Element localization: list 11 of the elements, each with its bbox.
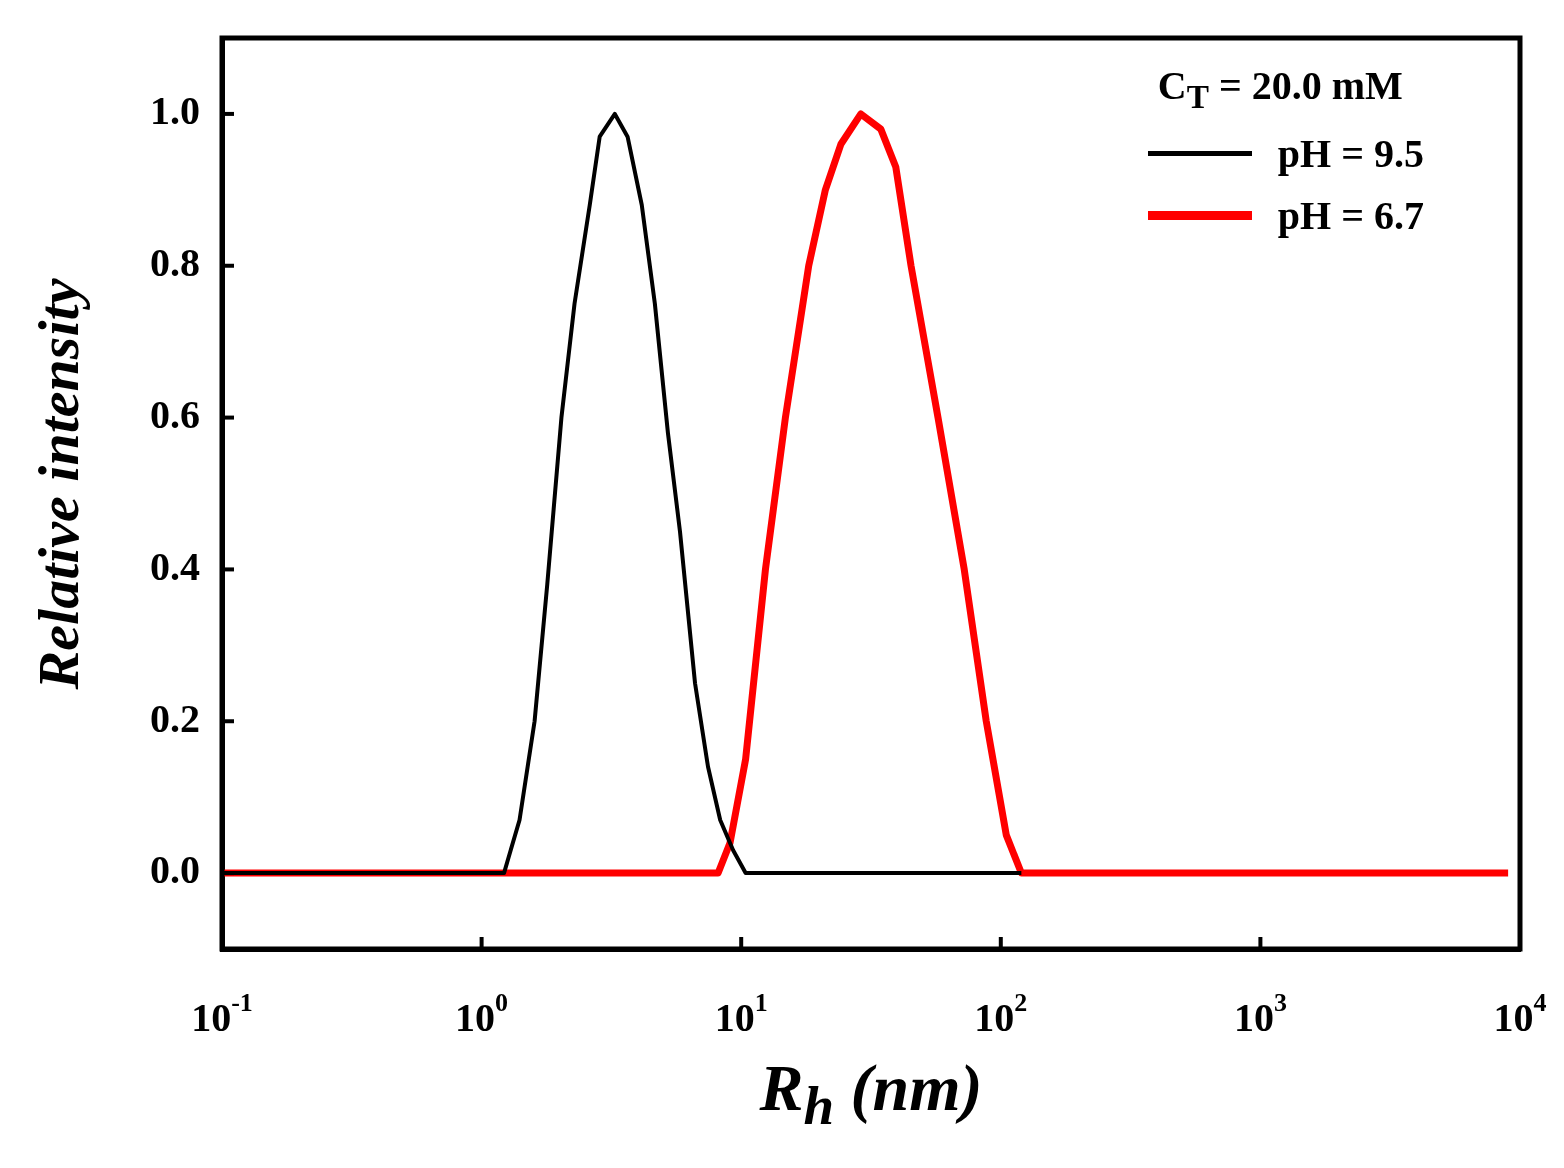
y-tick-label: 0.0 (150, 847, 200, 893)
y-tick-label: 0.4 (150, 543, 200, 589)
legend-label: pH = 9.5 (1277, 129, 1424, 177)
y-tick-label: 1.0 (150, 88, 200, 134)
y-tick-label: 0.2 (150, 695, 200, 741)
y-tick-label: 0.6 (150, 391, 200, 437)
x-axis-title: R$_{h}$ (nm) (758, 1050, 984, 1138)
y-tick-label: 0.8 (150, 240, 200, 286)
y-axis-title: Relative intensity (24, 278, 92, 690)
legend-title: C$_{T}$ = 20.0 mM (1157, 62, 1404, 116)
legend-label: pH = 6.7 (1277, 191, 1424, 239)
